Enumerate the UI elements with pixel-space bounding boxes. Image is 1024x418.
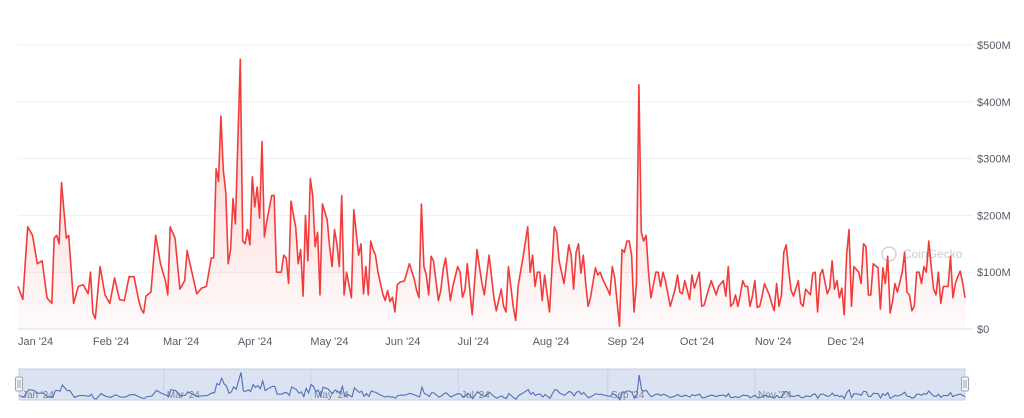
y-tick-label: $200M — [977, 210, 1011, 222]
x-tick-label: Oct '24 — [680, 336, 715, 348]
navigator-tick-label: Sep '24 — [611, 390, 645, 401]
x-tick-label: Jun '24 — [385, 336, 420, 348]
y-tick-label: $400M — [977, 97, 1011, 109]
navigator-left-handle[interactable] — [15, 376, 23, 392]
watermark-text: CoinGecko — [903, 247, 963, 261]
navigator-tick-label: May '24 — [314, 390, 349, 401]
watermark: CoinGecko — [881, 246, 963, 262]
x-tick-label: Aug '24 — [533, 336, 570, 348]
x-tick-label: Jul '24 — [458, 336, 489, 348]
y-tick-label: $500M — [977, 40, 1011, 52]
x-tick-label: May '24 — [310, 336, 348, 348]
series-line — [17, 58, 966, 327]
x-tick-label: Dec '24 — [827, 336, 864, 348]
navigator-right-handle[interactable] — [961, 376, 969, 392]
navigator-tick-label: Nov '24 — [758, 390, 792, 401]
y-tick-label: $100M — [977, 267, 1011, 279]
x-tick-label: Sep '24 — [607, 336, 644, 348]
x-tick-label: Mar '24 — [163, 336, 199, 348]
series-area-fill — [18, 59, 965, 329]
x-tick-label: Jan '24 — [18, 336, 53, 348]
navigator-tick-label: Jan '24 — [22, 390, 54, 401]
navigator-line — [18, 372, 966, 401]
x-axis-tick-labels: Jan '24 Feb '24 Mar '24 Apr '24 May '24 Jun '… — [18, 336, 864, 348]
x-tick-label: Nov '24 — [755, 336, 792, 348]
range-navigator[interactable]: Jan '24 Mar '24 May '24 Jul '24 Sep '24 Nov '… — [15, 368, 969, 401]
series-area — [17, 58, 966, 329]
y-tick-label: $300M — [977, 154, 1011, 166]
x-tick-label: Apr '24 — [238, 336, 273, 348]
y-axis-tick-labels: $0 $100M $200M $300M $400M $500M — [977, 40, 1011, 336]
y-tick-label: $0 — [977, 324, 989, 336]
x-tick-label: Feb '24 — [93, 336, 129, 348]
watermark-logo-icon — [881, 246, 897, 262]
navigator-tick-label: Jul '24 — [461, 390, 490, 401]
